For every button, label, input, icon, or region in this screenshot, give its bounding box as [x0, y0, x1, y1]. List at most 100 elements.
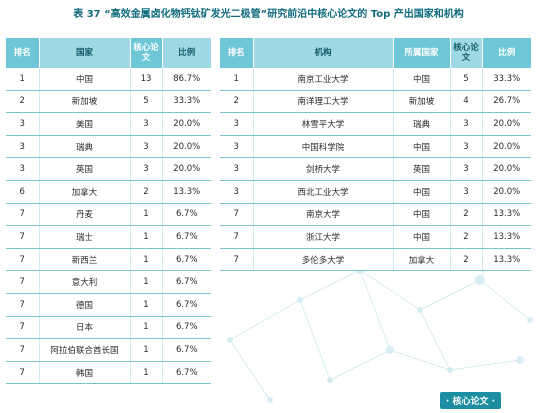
cell-rank: 1: [6, 68, 40, 91]
cell-ratio: 6.7%: [162, 203, 211, 227]
table-row: 7 阿拉伯联合酋长国 1 6.7%: [6, 338, 211, 362]
cell-country: 新加坡: [39, 90, 131, 114]
cell-ratio: 13.3%: [482, 203, 531, 227]
table-row: 7 德国 1 6.7%: [6, 293, 211, 317]
cell-rank: 7: [220, 203, 254, 227]
cell-country: 瑞典: [393, 112, 451, 136]
cell-rank: 7: [6, 361, 40, 385]
cell-papers: 3: [130, 112, 163, 136]
cell-ratio: 20.0%: [162, 157, 211, 181]
table-row: 7 意大利 1 6.7%: [6, 270, 211, 294]
cell-ratio: 33.3%: [162, 90, 211, 114]
cell-country: 英国: [39, 157, 131, 181]
cell-rank: 7: [220, 248, 254, 272]
table-row: 7 瑞士 1 6.7%: [6, 225, 211, 249]
header-institution: 机构: [253, 38, 394, 68]
cell-ratio: 86.7%: [162, 68, 211, 91]
cell-country: 美国: [39, 112, 131, 136]
table-row: 3 中国科学院 中国 3 20.0%: [220, 135, 531, 159]
cell-ratio: 6.7%: [162, 293, 211, 317]
table-row: 7 新西兰 1 6.7%: [6, 248, 211, 272]
country-table: 排名 国家 核心论文 比例 1 中国 13 86.7% 2 新加坡 5 33.3% 3 美国 3 20…: [6, 38, 211, 385]
header-country: 所属国家: [393, 38, 451, 68]
cell-country: 阿拉伯联合酋长国: [39, 338, 131, 362]
cell-country: 中国: [393, 180, 451, 204]
cell-papers: 3: [450, 180, 483, 204]
cell-ratio: 13.3%: [482, 248, 531, 272]
cell-rank: 3: [220, 180, 254, 204]
table-row: 3 英国 3 20.0%: [6, 157, 211, 181]
cell-country: 丹麦: [39, 203, 131, 227]
cell-country: 瑞典: [39, 135, 131, 159]
header-ratio: 比例: [482, 38, 531, 68]
cell-papers: 5: [450, 68, 483, 91]
cell-rank: 3: [220, 135, 254, 159]
cell-country: 中国: [393, 68, 451, 91]
institution-table: 排名 机构 所属国家 核心论文 比例 1 南京工业大学 中国 5 33.3% 2 南洋理工大…: [220, 38, 531, 272]
cell-country: 意大利: [39, 270, 131, 294]
cell-country: 中国: [393, 135, 451, 159]
cell-ratio: 6.7%: [162, 270, 211, 294]
cell-country: 韩国: [39, 361, 131, 385]
cell-papers: 1: [130, 270, 163, 294]
core-papers-tag: · 核心论文 ·: [439, 392, 501, 409]
cell-country: 新加坡: [393, 90, 451, 114]
table-row: 2 南洋理工大学 新加坡 4 26.7%: [220, 90, 531, 114]
table-row: 7 多伦多大学 加拿大 2 13.3%: [220, 248, 531, 272]
cell-papers: 3: [130, 157, 163, 181]
cell-ratio: 20.0%: [162, 135, 211, 159]
header-papers: 核心论文: [130, 38, 163, 68]
cell-papers: 1: [130, 248, 163, 272]
header-rank: 排名: [220, 38, 254, 68]
cell-country: 中国: [393, 225, 451, 249]
cell-ratio: 20.0%: [482, 157, 531, 181]
cell-institution: 中国科学院: [253, 135, 394, 159]
cell-institution: 多伦多大学: [253, 248, 394, 272]
cell-country: 英国: [393, 157, 451, 181]
cell-rank: 1: [220, 68, 254, 91]
cell-country: 中国: [39, 68, 131, 91]
cell-papers: 5: [130, 90, 163, 114]
table-row: 1 中国 13 86.7%: [6, 68, 211, 91]
cell-rank: 7: [6, 338, 40, 362]
cell-ratio: 13.3%: [162, 180, 211, 204]
cell-rank: 2: [6, 90, 40, 114]
cell-papers: 2: [130, 180, 163, 204]
cell-ratio: 26.7%: [482, 90, 531, 114]
cell-ratio: 6.7%: [162, 316, 211, 340]
table-row: 3 瑞典 3 20.0%: [6, 135, 211, 159]
cell-ratio: 6.7%: [162, 338, 211, 362]
cell-ratio: 6.7%: [162, 361, 211, 385]
cell-papers: 1: [130, 203, 163, 227]
cell-ratio: 20.0%: [162, 112, 211, 136]
cell-papers: 13: [130, 68, 163, 91]
cell-country: 新西兰: [39, 248, 131, 272]
cell-ratio: 33.3%: [482, 68, 531, 91]
cell-rank: 6: [6, 180, 40, 204]
cell-papers: 3: [450, 112, 483, 136]
cell-rank: 2: [220, 90, 254, 114]
cell-ratio: 6.7%: [162, 248, 211, 272]
header-country: 国家: [39, 38, 131, 68]
table-row: 3 林雪平大学 瑞典 3 20.0%: [220, 112, 531, 136]
table-row: 6 加拿大 2 13.3%: [6, 180, 211, 204]
cell-rank: 3: [220, 112, 254, 136]
cell-rank: 7: [6, 203, 40, 227]
cell-institution: 南京工业大学: [253, 68, 394, 91]
cell-ratio: 20.0%: [482, 135, 531, 159]
cell-papers: 2: [450, 248, 483, 272]
cell-rank: 3: [220, 157, 254, 181]
cell-country: 加拿大: [39, 180, 131, 204]
table-row: 7 韩国 1 6.7%: [6, 361, 211, 385]
cell-rank: 7: [6, 225, 40, 249]
table-title: 表 37 “高效金属卤化物钙钛矿发光二极管”研究前沿中核心论文的 Top 产出国…: [73, 9, 464, 20]
table-row: 7 南京大学 中国 2 13.3%: [220, 203, 531, 227]
cell-papers: 3: [450, 157, 483, 181]
cell-country: 瑞士: [39, 225, 131, 249]
cell-rank: 7: [220, 225, 254, 249]
cell-papers: 1: [130, 293, 163, 317]
cell-rank: 7: [6, 270, 40, 294]
cell-rank: 3: [6, 157, 40, 181]
table-row: 1 南京工业大学 中国 5 33.3%: [220, 68, 531, 91]
cell-country: 加拿大: [393, 248, 451, 272]
